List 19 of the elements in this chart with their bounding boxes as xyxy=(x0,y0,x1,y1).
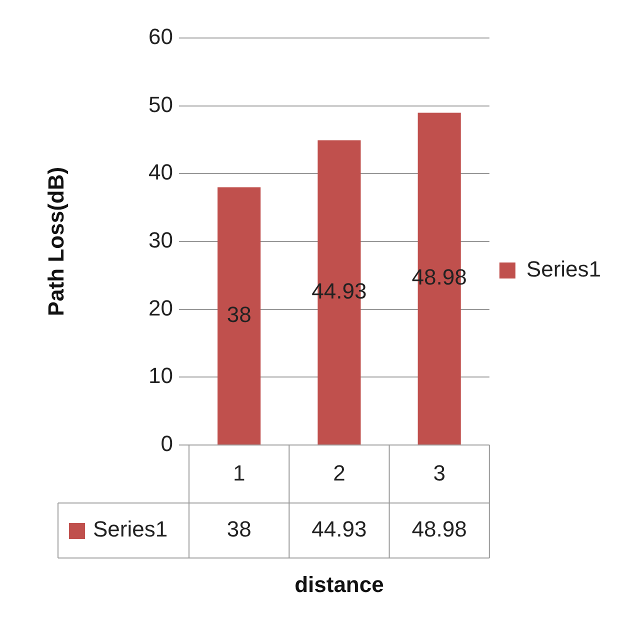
text: 48.98 xyxy=(412,516,467,542)
x-tick-label: 1 xyxy=(232,460,246,486)
y-tick-label: 40 xyxy=(148,160,173,185)
legend-label: Series1 xyxy=(526,256,601,282)
x-axis-title: distance xyxy=(294,572,384,598)
x-tick-label: 3 xyxy=(433,460,446,486)
data-label: 38 xyxy=(226,302,252,327)
text: 38 xyxy=(226,516,252,542)
y-tick-label: 50 xyxy=(148,92,173,117)
y-tick-label: 30 xyxy=(148,228,173,253)
text: 44.93 xyxy=(312,516,367,542)
y-axis-title: Path Loss(dB) xyxy=(43,166,68,316)
y-tick-label: 60 xyxy=(148,24,173,50)
bar xyxy=(218,187,261,444)
y-tick-label: 10 xyxy=(148,363,173,388)
y-tick-label: 20 xyxy=(148,295,173,320)
text: Series1 xyxy=(93,516,168,542)
x-tick-label: 2 xyxy=(333,460,346,486)
y-tick-label: 0 xyxy=(160,431,173,456)
